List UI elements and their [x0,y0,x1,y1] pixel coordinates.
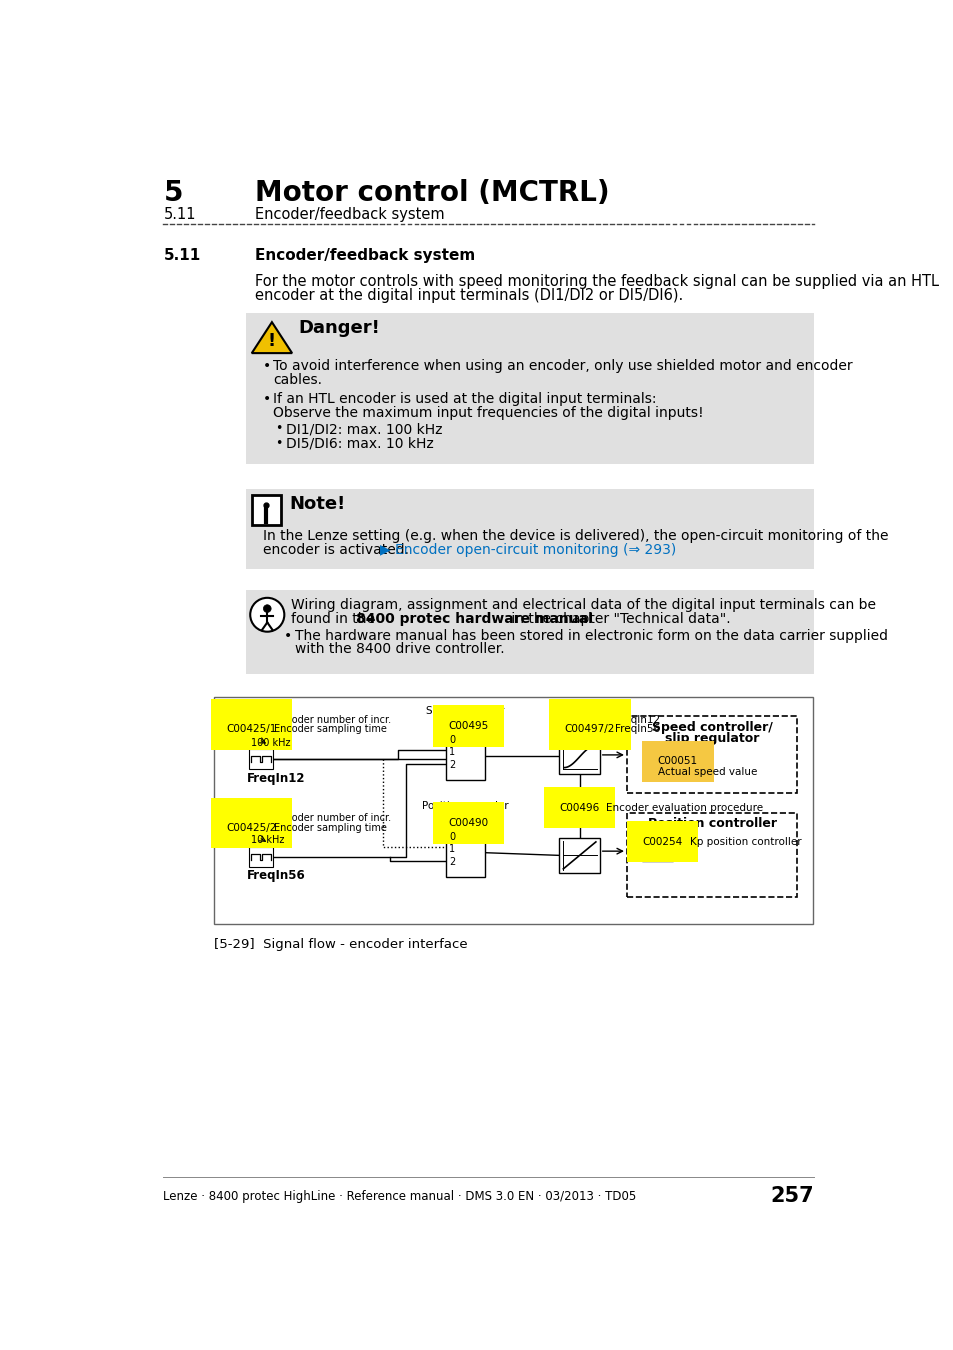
Text: C00497/2: C00497/2 [564,724,615,734]
Text: 0: 0 [449,734,455,745]
Text: 1: 1 [449,747,455,757]
Text: 2: 2 [449,856,456,867]
Polygon shape [252,323,292,354]
Text: C00497/1: C00497/1 [564,716,615,725]
Text: Actual speed value: Actual speed value [658,767,757,778]
Text: FreqIn12: FreqIn12 [247,772,305,784]
Text: C00490: C00490 [448,818,488,828]
FancyBboxPatch shape [446,829,484,876]
Text: 100 kHz: 100 kHz [251,738,291,748]
Text: •: • [262,393,271,406]
Text: Encoder number of incr.: Encoder number of incr. [274,716,391,725]
Text: C00496: C00496 [558,803,599,813]
Text: Encoder number of incr.: Encoder number of incr. [274,814,391,824]
Text: The hardware manual has been stored in electronic form on the data carrier suppl: The hardware manual has been stored in e… [294,629,887,643]
Text: Kp position controller: Kp position controller [690,837,801,846]
Text: DI5/DI6: max. 10 kHz: DI5/DI6: max. 10 kHz [286,437,434,451]
Text: For the motor controls with speed monitoring the feedback signal can be supplied: For the motor controls with speed monito… [254,274,938,289]
Text: Position controller: Position controller [647,817,776,830]
Text: C00420/1: C00420/1 [226,716,276,725]
FancyBboxPatch shape [558,740,599,774]
Text: encoder at the digital input terminals (DI1/DI2 or DI5/DI6).: encoder at the digital input terminals (… [254,288,682,302]
Text: selection: selection [441,809,489,819]
Text: C00254: C00254 [641,837,682,846]
Circle shape [263,605,271,613]
Text: 5.11: 5.11 [163,207,195,221]
FancyBboxPatch shape [249,749,274,768]
Text: If an HTL encoder is used at the digital input terminals:: If an HTL encoder is used at the digital… [274,393,657,406]
Text: 8400 protec hardware manual: 8400 protec hardware manual [355,612,592,625]
FancyBboxPatch shape [626,717,797,794]
Text: C00425/1: C00425/1 [226,724,276,734]
Text: Speed controller/: Speed controller/ [651,721,772,734]
Text: Observe the maximum input frequencies of the digital inputs!: Observe the maximum input frequencies of… [274,406,703,420]
Text: cables.: cables. [274,373,322,387]
Text: [5-29]  Signal flow - encoder interface: [5-29] Signal flow - encoder interface [213,938,467,952]
Text: 2: 2 [449,760,456,770]
Text: FreqIn56: FreqIn56 [247,869,306,882]
Text: Position encoder: Position encoder [422,801,509,811]
Text: 1: 1 [449,844,455,855]
FancyBboxPatch shape [252,495,281,525]
Text: Filter time: Filter time [565,706,618,716]
Text: C00425/2: C00425/2 [226,822,276,833]
Text: Wiring diagram, assignment and electrical data of the digital input terminals ca: Wiring diagram, assignment and electrica… [291,598,875,612]
Text: FreqIn56: FreqIn56 [615,724,659,734]
FancyBboxPatch shape [245,489,814,568]
Text: To avoid interference when using an encoder, only use shielded motor and encoder: To avoid interference when using an enco… [274,359,852,373]
Text: DI1/DI2: max. 100 kHz: DI1/DI2: max. 100 kHz [286,423,442,436]
Text: Encoder/feedback system: Encoder/feedback system [254,207,444,221]
Text: Danger!: Danger! [298,319,379,338]
Text: found in the: found in the [291,612,378,625]
Text: In the Lenze setting (e.g. when the device is delivered), the open-circuit monit: In the Lenze setting (e.g. when the devi… [262,529,887,543]
Text: •: • [274,437,282,450]
FancyBboxPatch shape [213,697,812,925]
FancyBboxPatch shape [245,590,814,674]
Text: Speed encoder: Speed encoder [426,706,504,716]
Text: •: • [284,629,293,643]
Text: with the 8400 drive controller.: with the 8400 drive controller. [294,643,504,656]
Text: Encoder/feedback system: Encoder/feedback system [254,248,475,263]
Text: Lenze · 8400 protec HighLine · Reference manual · DMS 3.0 EN · 03/2013 · TD05: Lenze · 8400 protec HighLine · Reference… [163,1189,636,1203]
Text: 5: 5 [163,180,183,207]
Text: C00420/2: C00420/2 [226,814,276,824]
Text: !: ! [268,332,275,350]
Text: Encoder sampling time: Encoder sampling time [274,724,387,734]
Text: 5.11: 5.11 [163,248,200,263]
Text: Motor control (MCTRL): Motor control (MCTRL) [254,180,609,207]
FancyBboxPatch shape [626,813,797,898]
Text: Encoder sampling time: Encoder sampling time [274,822,387,833]
Text: selection: selection [441,713,489,724]
Text: Encoder evaluation procedure: Encoder evaluation procedure [605,803,762,813]
Text: encoder is activated.: encoder is activated. [262,543,416,558]
Text: in the chapter "Technical data".: in the chapter "Technical data". [506,612,730,625]
FancyBboxPatch shape [641,834,673,861]
FancyBboxPatch shape [558,838,599,872]
Text: FreqIn12: FreqIn12 [615,716,659,725]
Text: 257: 257 [770,1187,814,1206]
FancyBboxPatch shape [446,732,484,779]
Text: 0: 0 [449,832,455,842]
Text: C00051: C00051 [658,756,698,767]
Text: 10 kHz: 10 kHz [251,836,284,845]
Text: C00495: C00495 [448,721,488,730]
Text: •: • [274,423,282,435]
Circle shape [250,598,284,632]
Text: Note!: Note! [289,495,345,513]
FancyBboxPatch shape [245,313,814,464]
Text: ▶ Encoder open-circuit monitoring (⇒ 293): ▶ Encoder open-circuit monitoring (⇒ 293… [380,543,676,558]
FancyBboxPatch shape [249,848,274,867]
Text: •: • [262,359,271,373]
Text: slip regulator: slip regulator [664,732,759,745]
